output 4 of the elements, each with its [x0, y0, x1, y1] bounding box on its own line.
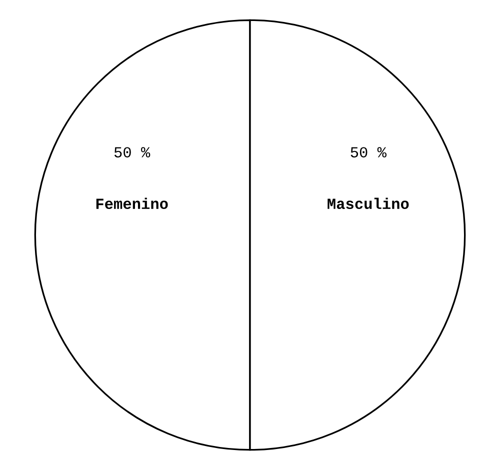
- data-label: 50 %: [350, 147, 387, 158]
- data-label: 50 %: [114, 147, 150, 158]
- slice-label: Femenino: [96, 198, 168, 210]
- slice-label: Masculino: [328, 198, 409, 210]
